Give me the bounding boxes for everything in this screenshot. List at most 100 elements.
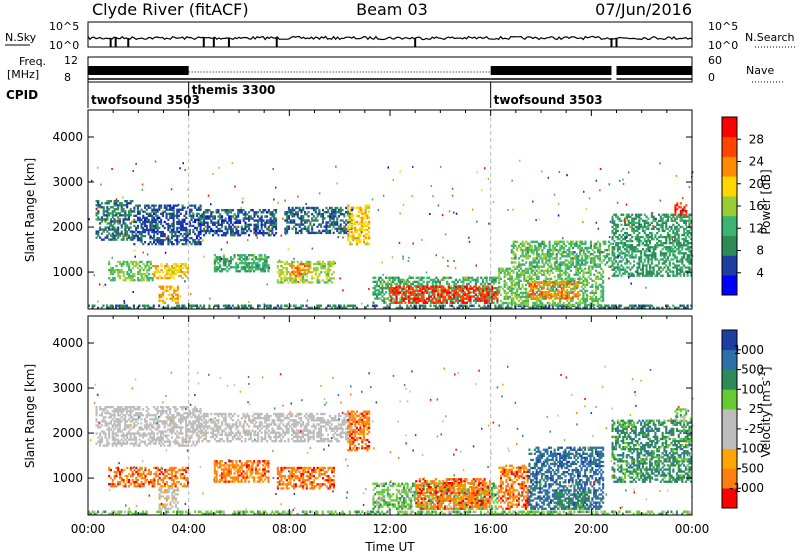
heatmap-cell xyxy=(521,240,524,243)
heatmap-cell xyxy=(406,289,409,292)
heatmap-cell xyxy=(598,303,601,307)
heatmap-cell xyxy=(577,271,580,274)
heatmap-cell xyxy=(634,221,637,224)
heatmap-cell xyxy=(131,279,134,282)
heatmap-cell xyxy=(117,275,120,278)
heatmap-cell xyxy=(99,218,102,221)
heatmap-cell xyxy=(300,215,303,218)
heatmap-cell xyxy=(337,208,340,212)
heatmap-cell xyxy=(579,263,582,266)
heatmap-cell xyxy=(309,262,312,266)
heatmap-cell xyxy=(447,291,450,294)
heatmap-cell xyxy=(616,235,619,239)
heatmap-cell xyxy=(359,241,362,244)
heatmap-cell xyxy=(551,306,554,310)
heatmap-cell xyxy=(645,235,648,239)
heatmap-cell xyxy=(611,306,614,310)
heatmap-cell xyxy=(254,256,257,259)
heatmap-cell xyxy=(239,219,242,222)
heatmap-cell xyxy=(325,223,328,226)
heatmap-cell xyxy=(582,287,585,290)
heatmap-cell xyxy=(170,237,173,240)
heatmap-cell xyxy=(575,244,578,248)
heatmap-cell xyxy=(517,295,520,299)
heatmap-cell xyxy=(332,217,335,220)
heatmap-cell xyxy=(242,304,245,308)
heatmap-cell xyxy=(625,223,628,226)
heatmap-cell xyxy=(260,227,263,231)
heatmap-cell xyxy=(638,258,641,261)
heatmap-cell xyxy=(285,262,288,266)
heatmap-cell xyxy=(440,287,443,290)
heatmap-cell xyxy=(109,304,112,308)
heatmap-cell xyxy=(108,200,111,203)
heatmap-cell xyxy=(550,287,553,290)
heatmap-cell xyxy=(426,301,429,304)
heatmap-cell xyxy=(194,243,197,246)
heatmap-cell xyxy=(426,285,429,288)
heatmap-cell xyxy=(528,261,531,264)
heatmap-cell xyxy=(152,306,155,310)
heatmap-cell xyxy=(514,253,517,256)
heatmap-cell xyxy=(285,260,288,264)
heatmap-cell xyxy=(507,273,510,276)
heatmap-cell xyxy=(597,263,600,266)
heatmap-cell xyxy=(494,304,497,308)
heatmap-cell xyxy=(174,289,177,292)
heatmap-cell xyxy=(318,213,321,216)
heatmap-cell xyxy=(649,235,652,239)
heatmap-cell xyxy=(95,230,98,233)
heatmap-cell xyxy=(263,262,266,265)
heatmap-cell xyxy=(429,301,432,304)
heatmap-cell xyxy=(643,258,646,261)
heatmap-cell xyxy=(525,240,528,243)
heatmap-cell xyxy=(305,227,308,230)
heatmap-cell xyxy=(589,265,592,268)
heatmap-cell xyxy=(233,221,236,224)
heatmap-cell xyxy=(470,304,473,308)
heatmap-cell xyxy=(645,304,648,308)
heatmap-cell xyxy=(577,293,580,296)
heatmap-cell xyxy=(264,304,267,308)
heatmap-cell xyxy=(555,240,558,243)
heatmap-cell xyxy=(354,230,357,234)
heatmap-cell xyxy=(632,248,635,251)
heatmap-cell xyxy=(377,297,380,300)
heatmap-cell xyxy=(111,226,114,229)
heatmap-cell xyxy=(224,219,227,222)
heatmap-cell xyxy=(498,279,501,282)
heatmap-cell xyxy=(322,264,325,268)
heatmap-cell xyxy=(675,272,678,275)
heatmap-cell xyxy=(404,282,407,286)
heatmap-cell xyxy=(244,227,247,231)
heatmap-cell xyxy=(323,229,326,233)
heatmap-cell xyxy=(164,265,167,268)
heatmap-cell xyxy=(654,225,657,229)
heatmap-cell xyxy=(550,295,553,298)
heatmap-cell xyxy=(311,217,314,220)
heatmap-cell xyxy=(334,223,337,226)
heatmap-cell xyxy=(300,223,303,226)
heatmap-cell xyxy=(532,295,535,298)
heatmap-cell xyxy=(102,206,105,209)
heatmap-cell xyxy=(600,304,603,308)
heatmap-cell xyxy=(124,212,127,215)
heatmap-cell xyxy=(149,241,152,244)
heatmap-cell xyxy=(523,277,526,280)
heatmap-cell xyxy=(284,262,287,266)
heatmap-cell xyxy=(683,306,686,310)
heatmap-cell xyxy=(658,272,661,275)
heatmap-cell xyxy=(149,260,152,264)
heatmap-cell xyxy=(188,208,191,211)
heatmap-cell xyxy=(388,299,391,302)
heatmap-cell xyxy=(204,215,207,218)
heatmap-cell xyxy=(544,291,547,294)
heatmap-cell xyxy=(391,291,394,294)
heatmap-cell xyxy=(177,306,180,310)
heatmap-cell xyxy=(300,304,303,308)
heatmap-cell xyxy=(107,306,110,310)
heatmap-cell xyxy=(573,287,576,290)
heatmap-cell xyxy=(465,306,468,310)
heatmap-cell xyxy=(337,231,340,235)
